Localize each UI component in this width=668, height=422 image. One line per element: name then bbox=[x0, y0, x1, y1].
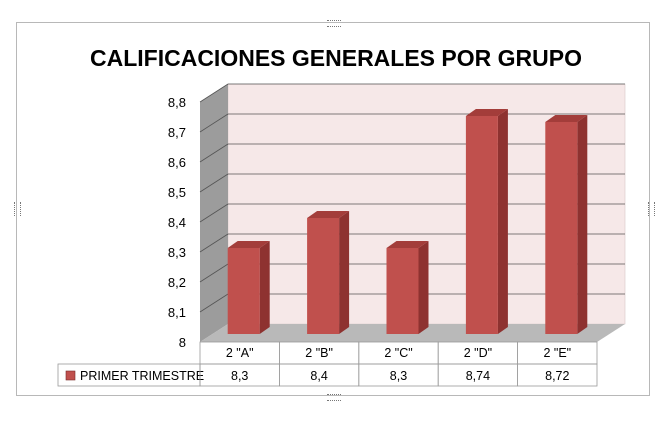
bar-top bbox=[386, 241, 429, 248]
category-label: 2 "C" bbox=[384, 346, 412, 360]
data-label: 8,4 bbox=[310, 369, 327, 383]
data-label: 8,3 bbox=[390, 369, 407, 383]
bar bbox=[465, 109, 508, 334]
y-tick-label: 8 bbox=[179, 335, 186, 350]
gridline-side bbox=[199, 203, 229, 223]
bar-top bbox=[307, 211, 350, 218]
y-tick-label: 8,5 bbox=[168, 185, 186, 200]
category-label: 2 "D" bbox=[464, 346, 492, 360]
gridline-side bbox=[199, 113, 229, 133]
chart-title: CALIFICACIONES GENERALES POR GRUPO bbox=[90, 45, 582, 71]
category-label: 2 "A" bbox=[226, 346, 254, 360]
bar-front bbox=[227, 248, 260, 334]
bar-side bbox=[577, 115, 588, 334]
y-tick-label: 8,3 bbox=[168, 245, 186, 260]
gridline-side bbox=[199, 293, 229, 313]
gridline-side bbox=[199, 83, 229, 103]
bar-top bbox=[227, 241, 270, 248]
y-tick-label: 8,7 bbox=[168, 125, 186, 140]
series-name: PRIMER TRIMESTRE bbox=[80, 369, 204, 383]
bar-side bbox=[259, 241, 270, 334]
y-tick-label: 8,6 bbox=[168, 155, 186, 170]
bar-side bbox=[339, 211, 350, 334]
y-tick-label: 8,8 bbox=[168, 95, 186, 110]
category-label: 2 "E" bbox=[543, 346, 571, 360]
data-label: 8,3 bbox=[231, 369, 248, 383]
bar-front bbox=[386, 248, 419, 334]
bars bbox=[227, 109, 588, 334]
bar bbox=[307, 211, 350, 334]
resize-handle-right[interactable] bbox=[648, 202, 655, 216]
bar bbox=[227, 241, 270, 334]
y-tick-label: 8,2 bbox=[168, 275, 186, 290]
data-label: 8,72 bbox=[545, 369, 569, 383]
bar-front bbox=[307, 218, 340, 334]
gridline-side bbox=[199, 143, 229, 163]
y-tick-label: 8,4 bbox=[168, 215, 186, 230]
y-tick-label: 8,1 bbox=[168, 305, 186, 320]
bar-side bbox=[497, 109, 508, 334]
bar-side bbox=[418, 241, 429, 334]
table-value-cell bbox=[517, 363, 598, 387]
gridline-side bbox=[199, 173, 229, 193]
y-axis-ticks: 8 8,1 8,2 8,3 8,4 8,5 8,6 8,7 8,8 bbox=[168, 95, 186, 350]
data-table: 2 "A" 2 "B" 2 "C" 2 "D" 2 "E" PRIMER TRIMESTR… bbox=[57, 341, 598, 387]
bar-front bbox=[545, 122, 578, 334]
gridline-side bbox=[199, 263, 229, 283]
resize-handle-left[interactable] bbox=[14, 202, 21, 216]
bar-front bbox=[465, 116, 498, 334]
bar bbox=[545, 115, 588, 334]
legend-swatch bbox=[65, 370, 76, 381]
resize-handle-top[interactable] bbox=[327, 20, 341, 27]
bar-top bbox=[465, 109, 508, 116]
data-label: 8,74 bbox=[466, 369, 490, 383]
resize-handle-bottom[interactable] bbox=[327, 394, 341, 401]
bar-top bbox=[545, 115, 588, 122]
bar bbox=[386, 241, 429, 334]
category-label: 2 "B" bbox=[305, 346, 333, 360]
gridline-side bbox=[199, 233, 229, 253]
